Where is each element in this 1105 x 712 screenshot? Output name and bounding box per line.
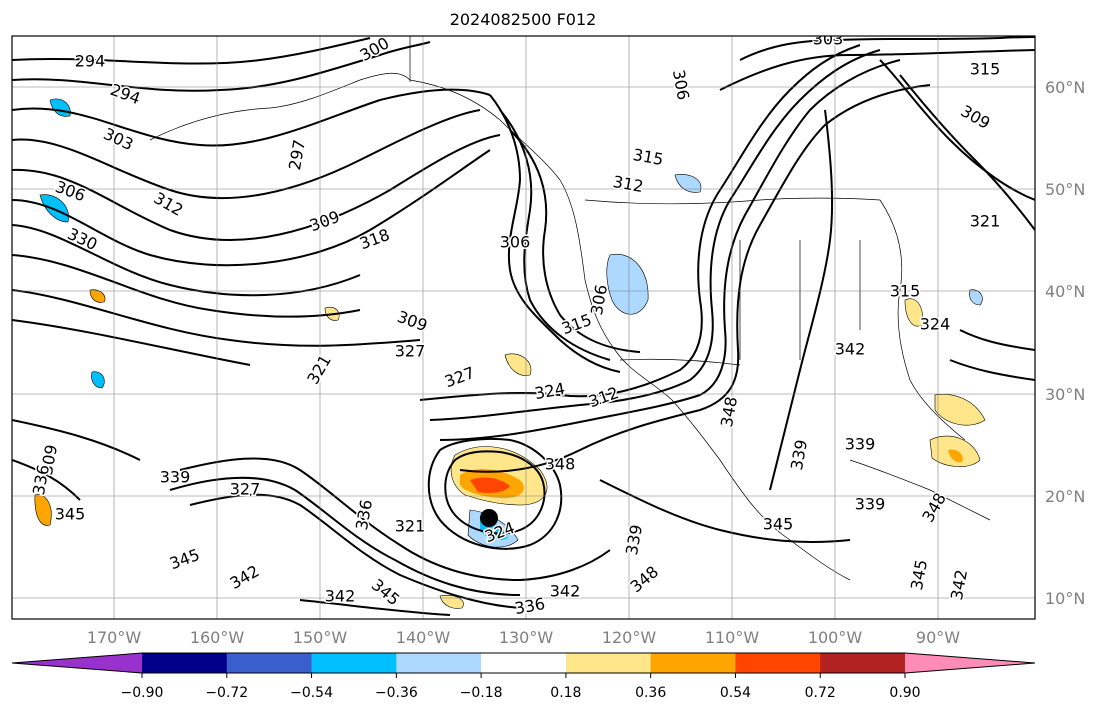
lon-tick-label: 110°W bbox=[705, 628, 760, 647]
lon-tick-label: 130°W bbox=[499, 628, 554, 647]
contour-lines bbox=[12, 36, 1035, 616]
shade-positive-atlantic bbox=[934, 394, 986, 426]
colorbar-tick-label: 0.18 bbox=[550, 685, 581, 701]
colorbar-segment bbox=[735, 653, 821, 673]
contour-label: 342 bbox=[835, 340, 866, 359]
colorbar-segment bbox=[820, 653, 906, 673]
lat-tick-label: 30°N bbox=[1045, 385, 1085, 404]
lat-tick-label: 50°N bbox=[1045, 180, 1085, 199]
lon-tick-label: 160°W bbox=[190, 628, 245, 647]
colorbar-tick-label: 0.90 bbox=[889, 685, 920, 701]
lat-axis: 60°N 50°N 40°N 30°N 20°N 10°N bbox=[1045, 78, 1085, 608]
colorbar-tick-label: −0.36 bbox=[375, 685, 418, 701]
contour-label: 315 bbox=[890, 282, 921, 301]
colorbar-tick-label: −0.72 bbox=[205, 685, 248, 701]
colorbar-extend-low bbox=[12, 653, 142, 673]
colorbar-segment bbox=[650, 653, 736, 673]
contour-label: 327 bbox=[395, 342, 426, 361]
lon-tick-label: 100°W bbox=[808, 628, 863, 647]
lat-tick-label: 60°N bbox=[1045, 78, 1085, 97]
contour-label: 342 bbox=[325, 587, 356, 606]
contour-label: 342 bbox=[550, 582, 581, 601]
contour-label: 339 bbox=[845, 435, 876, 454]
shade-positive-east bbox=[904, 298, 923, 327]
colorbar-tick-label: 0.54 bbox=[720, 685, 751, 701]
contour-label: 339 bbox=[855, 495, 886, 514]
colorbar: −0.90 −0.72 −0.54 −0.36 −0.18 0.18 0.36 0.54 0.7… bbox=[11, 652, 1036, 701]
contour-label: 321 bbox=[970, 212, 1001, 231]
colorbar-tick-label: −0.18 bbox=[460, 685, 503, 701]
shade-positive-baja bbox=[504, 353, 532, 376]
colorbar-tick-label: 0.72 bbox=[805, 685, 836, 701]
map-background bbox=[12, 36, 1035, 619]
lon-tick-label: 170°W bbox=[87, 628, 142, 647]
lat-tick-label: 20°N bbox=[1045, 487, 1085, 506]
colorbar-tick-label: 0.36 bbox=[635, 685, 666, 701]
shade-negative-canada bbox=[674, 174, 702, 193]
map-frame bbox=[11, 35, 1036, 620]
contour-label: 294 bbox=[75, 52, 106, 71]
contour-label: 345 bbox=[763, 515, 794, 534]
contour-label: 339 bbox=[160, 468, 191, 487]
shade-positive-gulf-core bbox=[948, 449, 963, 463]
storm-center-marker bbox=[480, 509, 498, 527]
contour-label: 321 bbox=[395, 517, 426, 536]
contour-label: 306 bbox=[500, 233, 531, 252]
contour-label: 345 bbox=[55, 505, 86, 524]
shade-positive-nw2 bbox=[89, 289, 106, 303]
colorbar-tick-label: −0.54 bbox=[290, 685, 333, 701]
lon-tick-label: 90°W bbox=[916, 628, 960, 647]
shade-negative-pac2 bbox=[91, 371, 105, 389]
colorbar-extend-high bbox=[905, 653, 1035, 673]
colorbar-tick-label: −0.90 bbox=[121, 685, 164, 701]
contour-label: 327 bbox=[230, 480, 261, 499]
contour-label: 348 bbox=[545, 455, 576, 474]
colorbar-segment bbox=[396, 653, 482, 673]
lon-tick-label: 140°W bbox=[396, 628, 451, 647]
chart-title: 2024082500 F012 bbox=[450, 10, 597, 29]
shade-positive-south bbox=[439, 595, 464, 609]
contour-label: 306 bbox=[669, 68, 693, 101]
shade-positive-peak bbox=[470, 477, 510, 493]
contour-label: 315 bbox=[970, 60, 1001, 79]
colorbar-segment bbox=[142, 653, 228, 673]
colorbar-segment bbox=[311, 653, 397, 673]
contour-label: 303 bbox=[813, 30, 844, 49]
lon-axis: 170°W 160°W 150°W 140°W 130°W 120°W 110°… bbox=[87, 628, 960, 647]
shade-negative-interior bbox=[606, 253, 649, 315]
graticule bbox=[12, 36, 1035, 619]
colorbar-segment bbox=[226, 653, 313, 673]
lat-tick-label: 10°N bbox=[1045, 589, 1085, 608]
colorbar-segment bbox=[481, 653, 567, 673]
lon-tick-label: 150°W bbox=[293, 628, 348, 647]
contour-label: 324 bbox=[920, 315, 951, 334]
lon-tick-label: 120°W bbox=[602, 628, 657, 647]
lat-tick-label: 40°N bbox=[1045, 282, 1085, 301]
colorbar-segment bbox=[565, 653, 652, 673]
